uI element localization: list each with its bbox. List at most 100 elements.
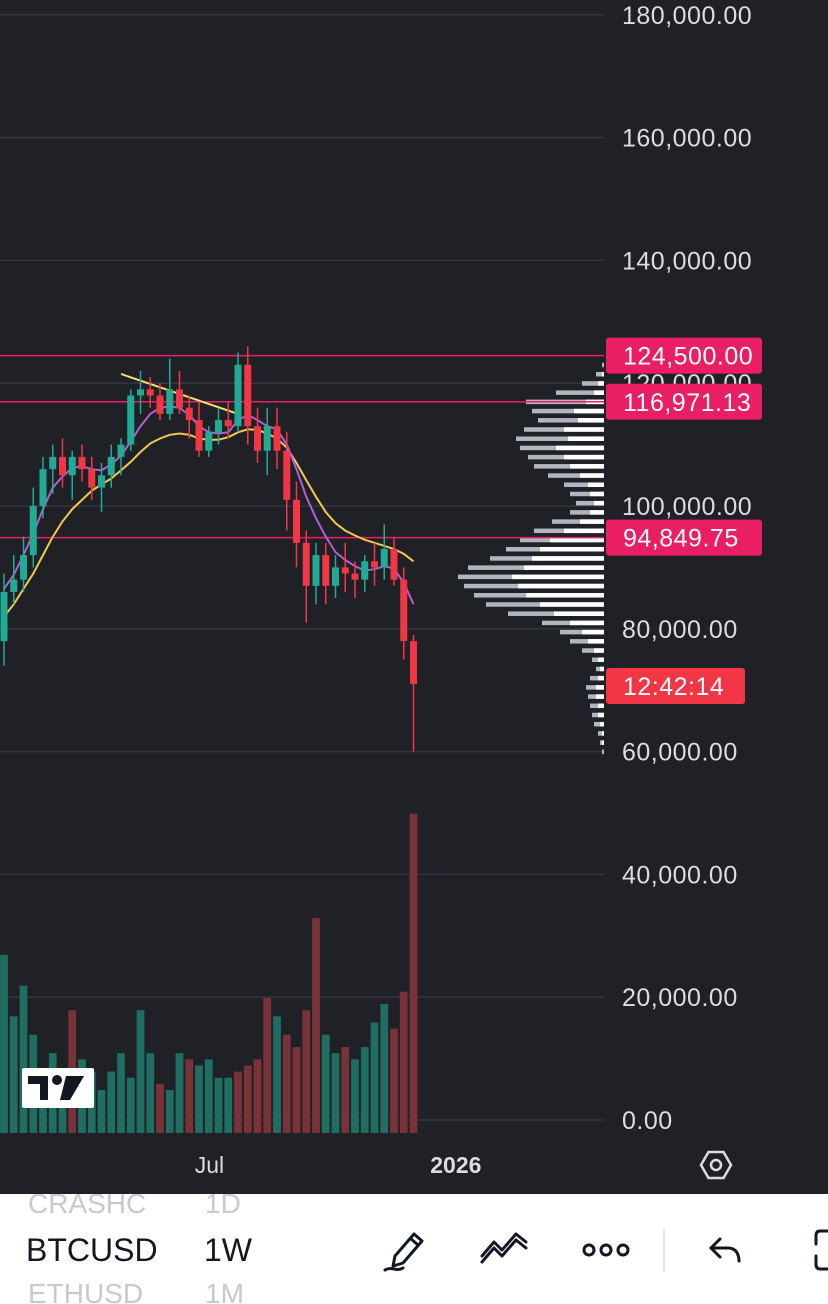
candle [254,426,261,451]
candle [263,426,271,451]
volume-profile-bar [590,703,604,709]
volume-profile-bar [556,390,604,395]
bottom-toolbar: CRASHC BTCUSD ETHUSD 1D 1W 1M [0,1194,828,1304]
volume-profile-value-area [590,510,604,515]
price-lines [0,354,604,539]
candle [371,561,378,568]
volume-profile-value-area [526,593,604,598]
time-axis-label: Jul [195,1152,224,1178]
fullscreen-button[interactable] [792,1222,828,1278]
volume-profile-bar [564,482,604,488]
volume-bar [175,1053,184,1133]
volume-bar [282,1034,291,1133]
volume-bar [19,985,28,1133]
volume-profile-bar [576,500,604,506]
volume-bar [204,1059,213,1133]
volume-profile-bar [570,639,604,644]
price-line-tag-label: 94,849.75 [623,525,739,553]
candle [68,456,76,476]
symbol-option-below[interactable]: ETHUSD [28,1278,144,1304]
price-line-tag[interactable] [606,519,762,556]
candle [215,420,222,433]
volume-profile-bar [534,464,604,469]
trend-tools-button[interactable] [476,1222,532,1278]
volume-profile-value-area [564,427,604,432]
price-line-tag[interactable] [606,337,762,374]
volume-bar [97,1090,106,1133]
volume-bar [351,1059,359,1133]
volume-profile-value-area [588,639,604,644]
volume-profile-value-area [568,436,604,441]
candle [234,364,242,427]
volume-profile-bar [602,362,604,368]
volume-profile-bar [582,648,604,653]
candle [166,389,174,414]
undo-button[interactable] [697,1222,753,1278]
volume-profile-value-area [602,731,604,736]
candle [20,555,27,580]
volume-profile-value-area [598,657,604,662]
candle [10,579,18,592]
more-button[interactable] [578,1222,634,1278]
interval-selector[interactable]: 1W [204,1232,252,1268]
chart-settings-icon[interactable] [699,1150,733,1180]
interval-option-above[interactable]: 1D [205,1194,241,1219]
candle [244,364,252,427]
volume-bar [312,918,320,1133]
volume-profile-value-area [598,381,604,386]
volume-bar [214,1077,223,1133]
volume-bar [253,1059,262,1133]
candle [185,407,193,421]
candle [224,420,232,427]
volume-bar [126,1077,135,1133]
volume-profile-bar [586,685,604,690]
candle [59,456,66,476]
volume-profile-value-area [588,482,604,488]
volume-profile-bar [516,436,604,441]
price-axis-tick: 0.00 [622,1107,673,1135]
volume-bar [273,1016,281,1133]
volume-profile-bar [598,731,604,736]
volume-profile-bar [602,749,604,755]
drawing-tool-button[interactable] [376,1222,432,1278]
volume-profile-value-area [556,445,604,451]
time-axis-label: 2026 [430,1152,481,1178]
candle [205,432,213,451]
symbol-option-above[interactable]: CRASHC [28,1194,147,1219]
bar-countdown: 12:42:14 [623,673,724,701]
time-axis: Jul 2026 [195,1152,482,1178]
price-line-tag[interactable] [606,383,762,420]
price-tags: 124,500.00 116,971.13 94,849.75 12:42:14 [606,337,762,704]
volume-bar [380,1004,389,1133]
symbol-selector[interactable]: BTCUSD [26,1232,158,1268]
candle [117,444,125,457]
volume-bar [9,1016,18,1133]
candle [283,450,291,500]
price-axis-tick: 60,000.00 [622,739,738,767]
interval-option-below[interactable]: 1M [205,1278,244,1304]
volume-bar [234,1071,242,1133]
volume-profile-value-area [598,703,604,709]
candle [380,548,388,568]
price-chart[interactable]: 180,000.00160,000.00140,000.00120,000.00… [0,0,828,1194]
candle [332,567,339,586]
volume-profile-value-area [512,574,604,580]
volume-profile-value-area [564,454,604,460]
volume-profile-value-area [600,666,604,672]
price-axis-tick: 160,000.00 [622,125,752,153]
volume-profile-value-area [594,648,604,653]
price-axis-tick: 40,000.00 [622,861,738,889]
volume-profile-bar [570,491,604,497]
chart-area[interactable]: 180,000.00160,000.00140,000.00120,000.00… [0,0,828,1194]
volume-profile-value-area [524,565,604,570]
volume-profile-value-area [580,519,604,524]
candle [49,456,57,470]
candle [107,456,115,476]
volume-profile-value-area [554,611,604,616]
volume-bar [156,1083,164,1133]
volume-profile [458,362,604,755]
candle [361,561,369,580]
candles [0,346,417,752]
volume-bar [360,1047,369,1133]
volume-profile-value-area [596,694,604,699]
